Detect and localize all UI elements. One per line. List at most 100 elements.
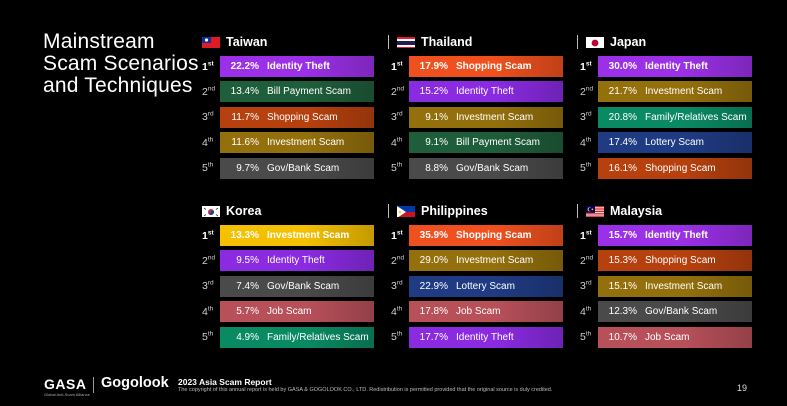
page-title: Mainstream Scam Scenarios and Techniques <box>43 31 199 97</box>
scam-type-label: Lottery Scam <box>645 137 704 149</box>
scam-type-label: Job Scam <box>645 331 690 343</box>
rank-number: 3 <box>391 280 397 293</box>
korea-flag-icon <box>202 205 220 217</box>
scam-type-label: Gov/Bank Scam <box>267 280 340 292</box>
footer: GASA Global Anti-Scam Alliance Gogolook … <box>0 372 787 406</box>
scam-bar-family-relatives-scam: 20.8% Family/Relatives Scam <box>598 106 752 128</box>
country-name: Philippines <box>421 204 488 218</box>
rank-label: 4th <box>580 305 598 318</box>
rank-suffix: th <box>585 305 592 313</box>
scam-type-label: Identity Theft <box>456 86 514 98</box>
scam-percent: 13.4% <box>230 86 259 98</box>
scam-type-label: Shopping Scam <box>267 111 338 123</box>
ranking-row: 3rd 20.8% Family/Relatives Scam <box>580 106 752 128</box>
scam-bar-shopping-scam: 16.1% Shopping Scam <box>598 157 752 179</box>
rank-suffix: th <box>585 136 592 144</box>
panel-header: Thailand <box>388 33 563 51</box>
scam-percent: 21.7% <box>608 86 637 98</box>
report-title: 2023 Asia Scam Report <box>178 377 272 387</box>
rank-suffix: th <box>585 161 592 169</box>
ranking-row: 3rd 7.4% Gov/Bank Scam <box>202 275 374 297</box>
rank-suffix: nd <box>396 254 405 262</box>
rank-number: 5 <box>580 331 586 344</box>
rank-number: 1 <box>202 229 208 242</box>
scam-bar-job-scam: 17.8% Job Scam <box>409 301 563 323</box>
rank-number: 5 <box>580 162 586 175</box>
title-line-2: Scam Scenarios <box>43 52 199 75</box>
scam-bar-investment-scam: 21.7% Investment Scam <box>598 81 752 103</box>
rank-number: 4 <box>202 305 208 318</box>
scam-type-label: Investment Scam <box>645 86 723 98</box>
ranking-row: 4th 11.6% Investment Scam <box>202 132 374 154</box>
ranking-row: 4th 9.1% Bill Payment Scam <box>391 132 563 154</box>
rank-suffix: nd <box>585 254 594 262</box>
rank-suffix: rd <box>585 110 592 118</box>
rank-number: 4 <box>202 136 208 149</box>
thailand-flag-icon <box>397 36 415 48</box>
rank-number: 4 <box>580 305 586 318</box>
scam-bar-lottery-scam: 17.4% Lottery Scam <box>598 132 752 154</box>
rank-number: 1 <box>580 60 586 73</box>
scam-type-label: Shopping Scam <box>456 230 532 241</box>
rank-label: 4th <box>580 136 598 148</box>
ranking-row: 1st 17.9% Shopping Scam <box>391 56 563 77</box>
scam-type-label: Investment Scam <box>645 280 723 292</box>
taiwan-flag-icon <box>202 36 220 48</box>
header-divider <box>577 35 578 49</box>
scam-type-label: Family/Relatives Scam <box>267 331 369 343</box>
scam-percent: 9.7% <box>236 162 259 174</box>
rank-suffix: th <box>207 330 214 338</box>
panel-japan: Japan 1st 30.0% Identity Theft 2nd 21.7% Inves… <box>577 33 752 183</box>
scam-type-label: Shopping Scam <box>645 255 716 267</box>
scam-bar-identity-theft: 15.2% Identity Theft <box>409 81 563 103</box>
rank-label: 5th <box>202 162 220 174</box>
scam-bar-gov-bank-scam: 9.7% Gov/Bank Scam <box>220 157 374 179</box>
country-name: Japan <box>610 35 647 49</box>
scam-percent: 9.5% <box>236 255 259 267</box>
rank-suffix: st <box>207 229 214 236</box>
rank-number: 5 <box>202 331 208 344</box>
scam-type-label: Shopping Scam <box>456 61 532 72</box>
scam-percent: 10.7% <box>608 331 637 343</box>
philippines-flag-icon <box>397 205 415 217</box>
scam-percent: 7.4% <box>236 280 259 292</box>
ranking-row: 5th 8.8% Gov/Bank Scam <box>391 157 563 179</box>
scam-bar-identity-theft: 30.0% Identity Theft <box>598 56 752 77</box>
scam-percent: 8.8% <box>425 162 448 174</box>
ranking-row: 2nd 15.2% Identity Theft <box>391 81 563 103</box>
rank-number: 2 <box>202 254 208 267</box>
ranking-row: 5th 4.9% Family/Relatives Scam <box>202 326 374 348</box>
rank-label: 2nd <box>202 255 220 267</box>
scam-type-label: Bill Payment Scam <box>456 137 540 149</box>
ranking-row: 5th 10.7% Job Scam <box>580 326 752 348</box>
rank-suffix: st <box>585 229 592 236</box>
gasa-logo-subtitle: Global Anti-Scam Alliance <box>44 392 90 397</box>
scam-bar-identity-theft: 22.2% Identity Theft <box>220 56 374 77</box>
scam-type-label: Identity Theft <box>456 331 514 343</box>
scam-bar-shopping-scam: 11.7% Shopping Scam <box>220 106 374 128</box>
rank-label: 2nd <box>580 86 598 98</box>
rank-label: 1st <box>391 60 409 72</box>
rank-label: 3rd <box>391 280 409 292</box>
rank-number: 1 <box>391 229 397 242</box>
rank-suffix: nd <box>585 85 594 93</box>
ranking-row: 5th 17.7% Identity Theft <box>391 326 563 348</box>
rank-number: 4 <box>391 136 397 149</box>
rank-number: 2 <box>580 85 586 98</box>
rank-number: 3 <box>580 111 586 124</box>
ranking-row: 3rd 22.9% Lottery Scam <box>391 275 563 297</box>
scam-bar-investment-scam: 15.1% Investment Scam <box>598 275 752 297</box>
scam-percent: 13.3% <box>230 230 259 241</box>
rank-label: 2nd <box>202 86 220 98</box>
ranking-row: 2nd 15.3% Shopping Scam <box>580 250 752 272</box>
rank-label: 3rd <box>202 280 220 292</box>
rank-suffix: rd <box>207 279 214 287</box>
scam-type-label: Identity Theft <box>267 61 330 72</box>
rank-suffix: rd <box>396 110 403 118</box>
rank-label: 3rd <box>391 111 409 123</box>
rank-number: 5 <box>391 162 397 175</box>
scam-type-label: Shopping Scam <box>645 162 716 174</box>
scam-percent: 5.7% <box>236 306 259 318</box>
scam-bar-shopping-scam: 15.3% Shopping Scam <box>598 250 752 272</box>
scam-bar-identity-theft: 17.7% Identity Theft <box>409 326 563 348</box>
